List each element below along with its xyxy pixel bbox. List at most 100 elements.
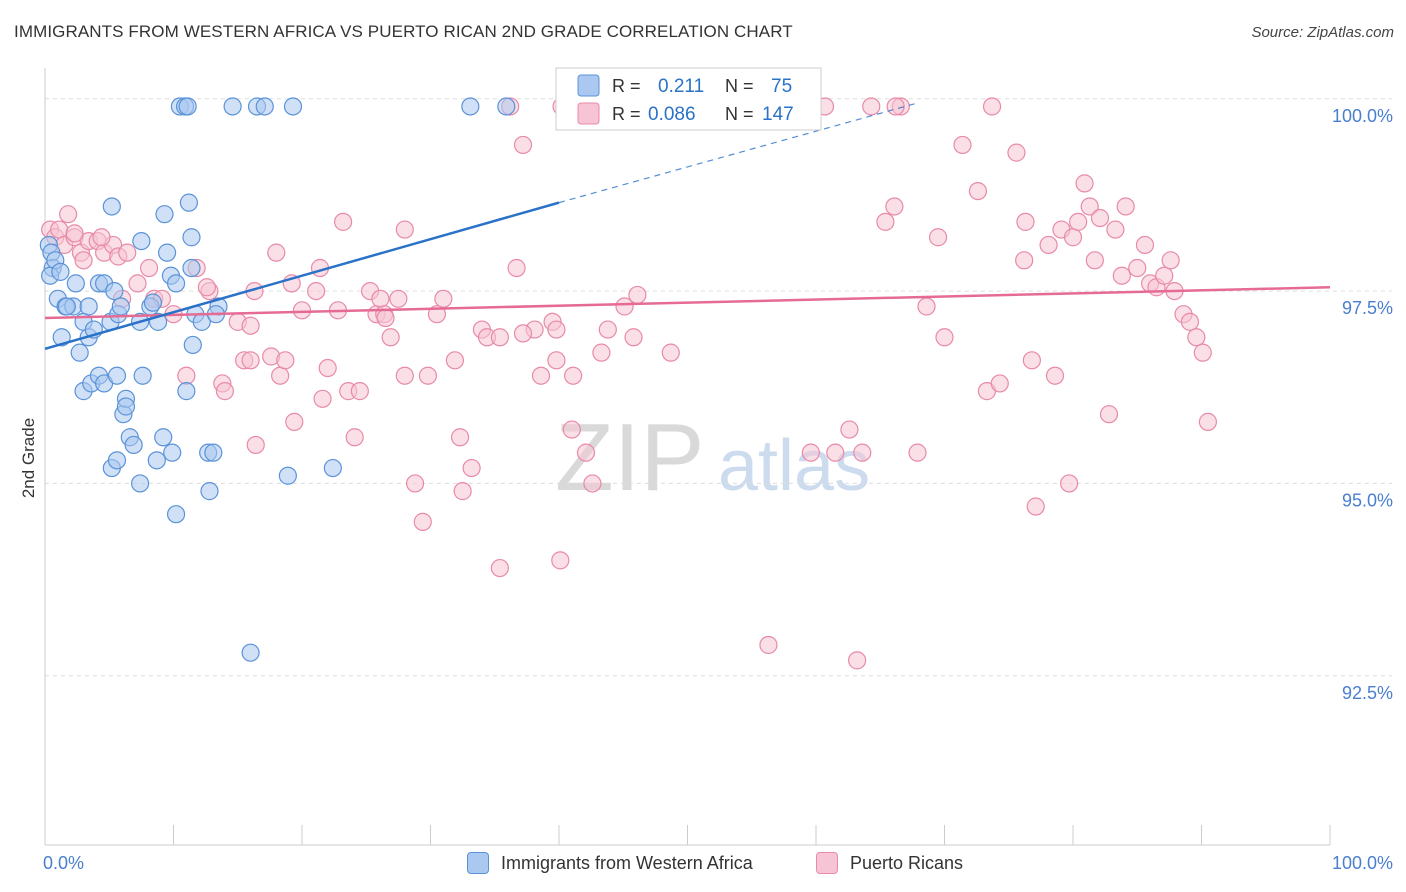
- point-puerto-rican: [928, 228, 948, 247]
- stats-legend-box: [555, 67, 822, 131]
- point-puerto-rican: [434, 289, 453, 308]
- point-puerto-rican: [862, 97, 881, 116]
- point-puerto-rican: [1007, 143, 1026, 162]
- point-puerto-rican: [886, 97, 905, 116]
- point-puerto-rican: [1075, 174, 1094, 193]
- point-puerto-rican: [507, 258, 526, 278]
- point-western-africa: [179, 193, 199, 212]
- legend-r-label: R =: [612, 76, 641, 96]
- legend-n-label: N =: [725, 104, 754, 124]
- point-puerto-rican: [598, 320, 617, 339]
- point-puerto-rican: [917, 297, 936, 316]
- point-western-africa: [147, 451, 166, 470]
- point-western-africa: [163, 443, 182, 462]
- point-puerto-rican: [531, 366, 551, 385]
- point-puerto-rican: [562, 420, 581, 439]
- point-puerto-rican: [547, 320, 566, 339]
- y-tick-label: 100.0%: [1332, 106, 1393, 126]
- series-legend-item[interactable]: Puerto Ricans: [816, 852, 963, 874]
- point-puerto-rican: [376, 308, 395, 328]
- watermark-atlas: atlas: [718, 426, 870, 506]
- point-puerto-rican: [1112, 266, 1131, 285]
- point-puerto-rican: [65, 224, 84, 243]
- point-western-africa: [105, 281, 124, 301]
- point-puerto-rican: [908, 443, 927, 462]
- point-western-africa: [154, 428, 173, 447]
- point-western-africa: [52, 328, 71, 347]
- gridlines: [45, 98, 1392, 677]
- stats-legend: R = 0.211 N = 75 R = 0.086 N = 147: [555, 67, 822, 131]
- point-puerto-rican: [1106, 220, 1125, 239]
- legend-swatch-blue: [577, 74, 600, 97]
- point-puerto-rican: [1060, 474, 1079, 493]
- point-western-africa: [107, 366, 127, 385]
- x-tick-label: 0.0%: [43, 853, 84, 873]
- point-western-africa: [70, 343, 89, 362]
- point-western-africa: [157, 243, 177, 262]
- point-puerto-rican: [1016, 212, 1035, 231]
- point-western-africa: [166, 505, 186, 524]
- point-puerto-rican: [445, 351, 465, 370]
- point-puerto-rican: [405, 474, 425, 493]
- point-western-africa: [223, 97, 242, 116]
- point-puerto-rican: [840, 420, 859, 439]
- point-western-africa: [66, 274, 85, 293]
- point-puerto-rican: [826, 443, 845, 462]
- point-western-africa: [323, 458, 342, 478]
- point-puerto-rican: [334, 212, 353, 231]
- y-axis-label: 2nd Grade: [19, 418, 38, 498]
- point-puerto-rican: [128, 274, 147, 293]
- point-puerto-rican: [490, 558, 509, 578]
- legend-r-value: 0.211: [658, 76, 704, 97]
- point-puerto-rican: [197, 278, 217, 297]
- point-puerto-rican: [307, 281, 326, 301]
- point-puerto-rican: [551, 551, 570, 570]
- point-puerto-rican: [371, 289, 390, 308]
- point-puerto-rican: [1022, 351, 1041, 370]
- point-puerto-rican: [381, 328, 400, 347]
- legend-n-value: 147: [762, 104, 794, 125]
- point-western-africa: [107, 451, 127, 470]
- point-puerto-rican: [450, 428, 470, 447]
- point-puerto-rican: [59, 205, 78, 224]
- point-puerto-rican: [615, 297, 634, 316]
- point-puerto-rican: [285, 412, 304, 431]
- point-puerto-rican: [547, 351, 566, 370]
- y-tick-label: 95.0%: [1342, 490, 1393, 510]
- legend-r-value: 0.086: [648, 104, 696, 125]
- point-western-africa: [57, 297, 76, 316]
- legend-n-label: N =: [725, 76, 754, 96]
- point-puerto-rican: [215, 382, 234, 401]
- point-puerto-rican: [848, 651, 867, 670]
- point-puerto-rican: [490, 328, 509, 347]
- point-puerto-rican: [1085, 251, 1104, 270]
- point-western-africa: [283, 97, 303, 116]
- point-western-africa: [51, 262, 70, 281]
- point-western-africa: [124, 435, 143, 455]
- point-puerto-rican: [1045, 366, 1065, 385]
- point-puerto-rican: [292, 301, 312, 320]
- point-puerto-rican: [564, 366, 583, 385]
- point-puerto-rican: [576, 443, 596, 462]
- point-puerto-rican: [395, 366, 414, 385]
- series-swatch-blue: [467, 852, 489, 874]
- series-swatch-pink: [816, 852, 838, 874]
- point-puerto-rican: [953, 135, 972, 155]
- point-puerto-rican: [177, 366, 196, 385]
- point-western-africa: [278, 466, 297, 485]
- point-puerto-rican: [513, 135, 533, 155]
- point-puerto-rican: [1080, 197, 1099, 216]
- point-puerto-rican: [759, 635, 778, 655]
- point-puerto-rican: [513, 324, 533, 343]
- series-legend-item[interactable]: Immigrants from Western Africa: [467, 852, 753, 874]
- point-puerto-rican: [389, 289, 408, 308]
- series-legend: Immigrants from Western Africa Puerto Ri…: [0, 852, 1406, 878]
- point-puerto-rican: [1039, 235, 1058, 255]
- chart-title: IMMIGRANTS FROM WESTERN AFRICA VS PUERTO…: [14, 22, 793, 41]
- trend-lines: [44, 102, 1331, 350]
- point-puerto-rican: [50, 220, 69, 239]
- x-tick-label: 100.0%: [1332, 853, 1393, 873]
- point-western-africa: [200, 482, 219, 501]
- point-puerto-rican: [583, 474, 602, 493]
- point-puerto-rican: [628, 285, 647, 305]
